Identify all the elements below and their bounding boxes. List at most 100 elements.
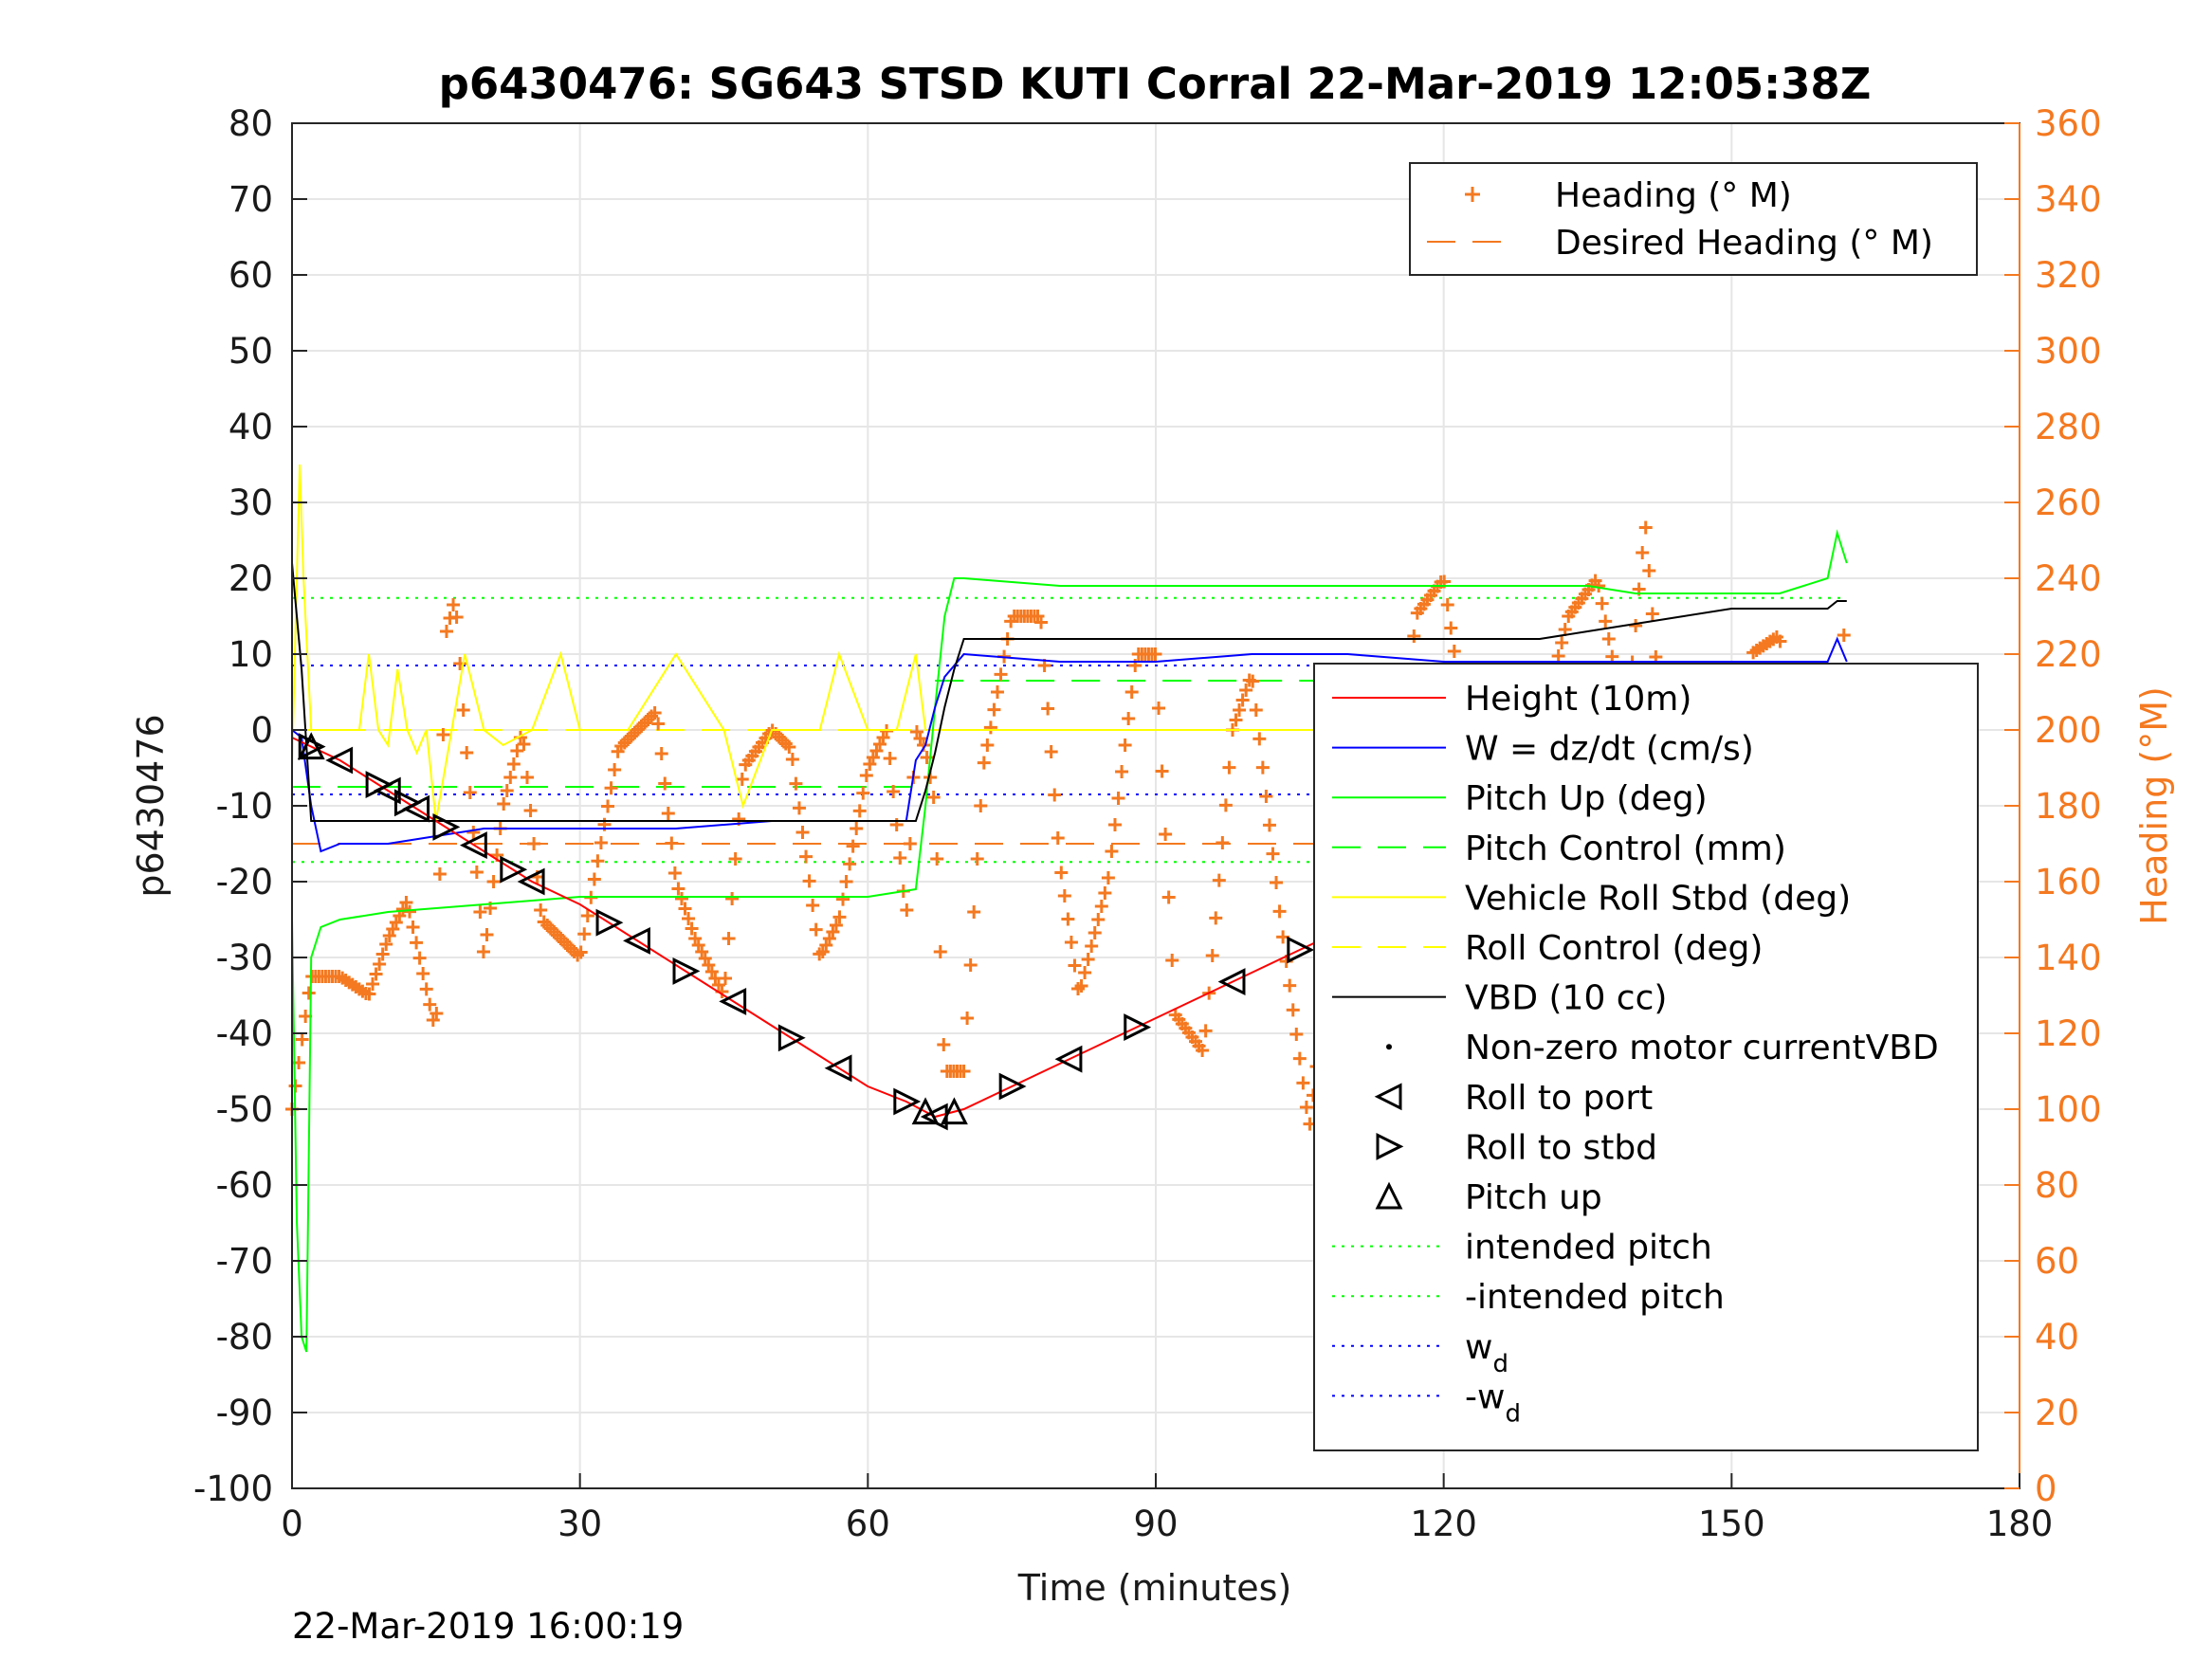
heading-point [591, 854, 605, 868]
heading-point [534, 903, 548, 917]
heading-point [1645, 607, 1659, 621]
heading-point [1094, 900, 1108, 913]
heading-point [846, 839, 860, 853]
heading-point [1088, 926, 1102, 939]
y-tick-label: -50 [216, 1089, 273, 1130]
y-tick-label: 50 [229, 331, 273, 372]
heading-point [608, 763, 622, 776]
heading-point [480, 928, 494, 941]
heading-point [1636, 546, 1650, 559]
heading-point [469, 866, 484, 879]
heading-point [960, 1012, 975, 1025]
legend-label: intended pitch [1465, 1229, 1712, 1267]
heading-point [839, 875, 853, 888]
heading-point [1270, 876, 1284, 889]
heading-point [682, 912, 696, 925]
legend-label-text: Roll to stbd [1465, 1128, 1657, 1167]
x-tick-label: 30 [558, 1504, 602, 1544]
heading-point [970, 852, 984, 866]
heading-point [1233, 703, 1247, 717]
heading-point [587, 872, 601, 886]
heading-point [1444, 621, 1458, 635]
heading-point [926, 791, 941, 804]
y-tick-label: -70 [216, 1241, 273, 1282]
heading-point [802, 874, 816, 888]
heading-point [990, 685, 1004, 699]
series-heading [285, 520, 1851, 1131]
heading-point [449, 611, 464, 624]
right-tick-label: 60 [2035, 1241, 2079, 1282]
heading-point [1773, 634, 1787, 648]
legend-swatch [1375, 1181, 1403, 1210]
heading-point [1235, 693, 1250, 707]
heading-point [1252, 732, 1267, 746]
axis-ticks: 0 30 60 90 120 150 18080706050403020100-10-20-… [193, 103, 2102, 1544]
heading-point [476, 945, 490, 958]
heading-point [651, 717, 666, 731]
heading-point [850, 822, 864, 835]
heading-point [1629, 619, 1643, 632]
legend-heading-box [1409, 162, 1978, 276]
heading-point [460, 746, 474, 759]
heading-point [1440, 598, 1454, 611]
heading-point [1239, 684, 1253, 697]
heading-point [1054, 866, 1069, 880]
legend-label: -intended pitch [1465, 1278, 1725, 1317]
heading-point [957, 1065, 971, 1078]
heading-point [1048, 788, 1062, 802]
heading-point [1599, 614, 1613, 629]
heading-point [722, 932, 736, 945]
heading-point [527, 837, 541, 850]
legend-swatch [1376, 1132, 1404, 1160]
heading-point [1283, 978, 1297, 993]
x-axis-label: Time (minutes) [1017, 1567, 1292, 1609]
right-tick-label: 200 [2035, 710, 2102, 751]
heading-point [366, 977, 380, 991]
heading-point [799, 849, 814, 864]
heading-point [1159, 828, 1173, 841]
heading-point [447, 598, 461, 611]
legend-label: Roll to port [1465, 1079, 1653, 1118]
y-tick-label: 30 [229, 483, 273, 523]
heading-point [967, 905, 981, 919]
heading-point [577, 927, 592, 941]
legend-label: Pitch Up (deg) [1465, 779, 1708, 818]
x-tick-label: 60 [846, 1504, 890, 1544]
legend-label-subscript: d [1505, 1399, 1521, 1428]
x-tick-label: 90 [1133, 1504, 1178, 1544]
marker-roll-to-port [517, 867, 545, 896]
heading-point [1107, 818, 1122, 831]
marker-roll-to-stbd [998, 1072, 1027, 1101]
heading-point [1057, 889, 1071, 902]
heading-point [500, 784, 514, 797]
right-tick-label: 40 [2035, 1317, 2079, 1358]
heading-point [604, 781, 618, 795]
right-tick-label: 20 [2035, 1393, 2079, 1433]
x-tick-label: 150 [1698, 1504, 1765, 1544]
right-tick-label: 360 [2035, 103, 2102, 144]
y-tick-label: 0 [250, 710, 273, 751]
heading-point [473, 905, 487, 919]
heading-point [497, 797, 511, 811]
heading-point [977, 756, 991, 770]
y-tick-label: -90 [216, 1393, 273, 1433]
right-tick-label: 260 [2035, 483, 2102, 523]
heading-point [987, 702, 1001, 717]
heading-point [980, 738, 995, 752]
heading-point [728, 852, 742, 866]
heading-point [1124, 685, 1139, 699]
marker-roll-to-port [824, 1054, 852, 1083]
heading-point [806, 899, 820, 912]
heading-point [809, 922, 823, 937]
heading-point [994, 667, 1008, 682]
legend-label: Non-zero motor currentVBD [1465, 1029, 1939, 1067]
heading-point [903, 837, 917, 850]
heading-point [1262, 818, 1276, 832]
heading-point [1051, 831, 1065, 845]
heading-point [1592, 579, 1606, 592]
heading-point [832, 910, 847, 924]
legend-main-box [1313, 663, 1979, 1451]
heading-point [436, 728, 450, 741]
heading-point [1551, 649, 1565, 663]
heading-point [1098, 886, 1112, 900]
